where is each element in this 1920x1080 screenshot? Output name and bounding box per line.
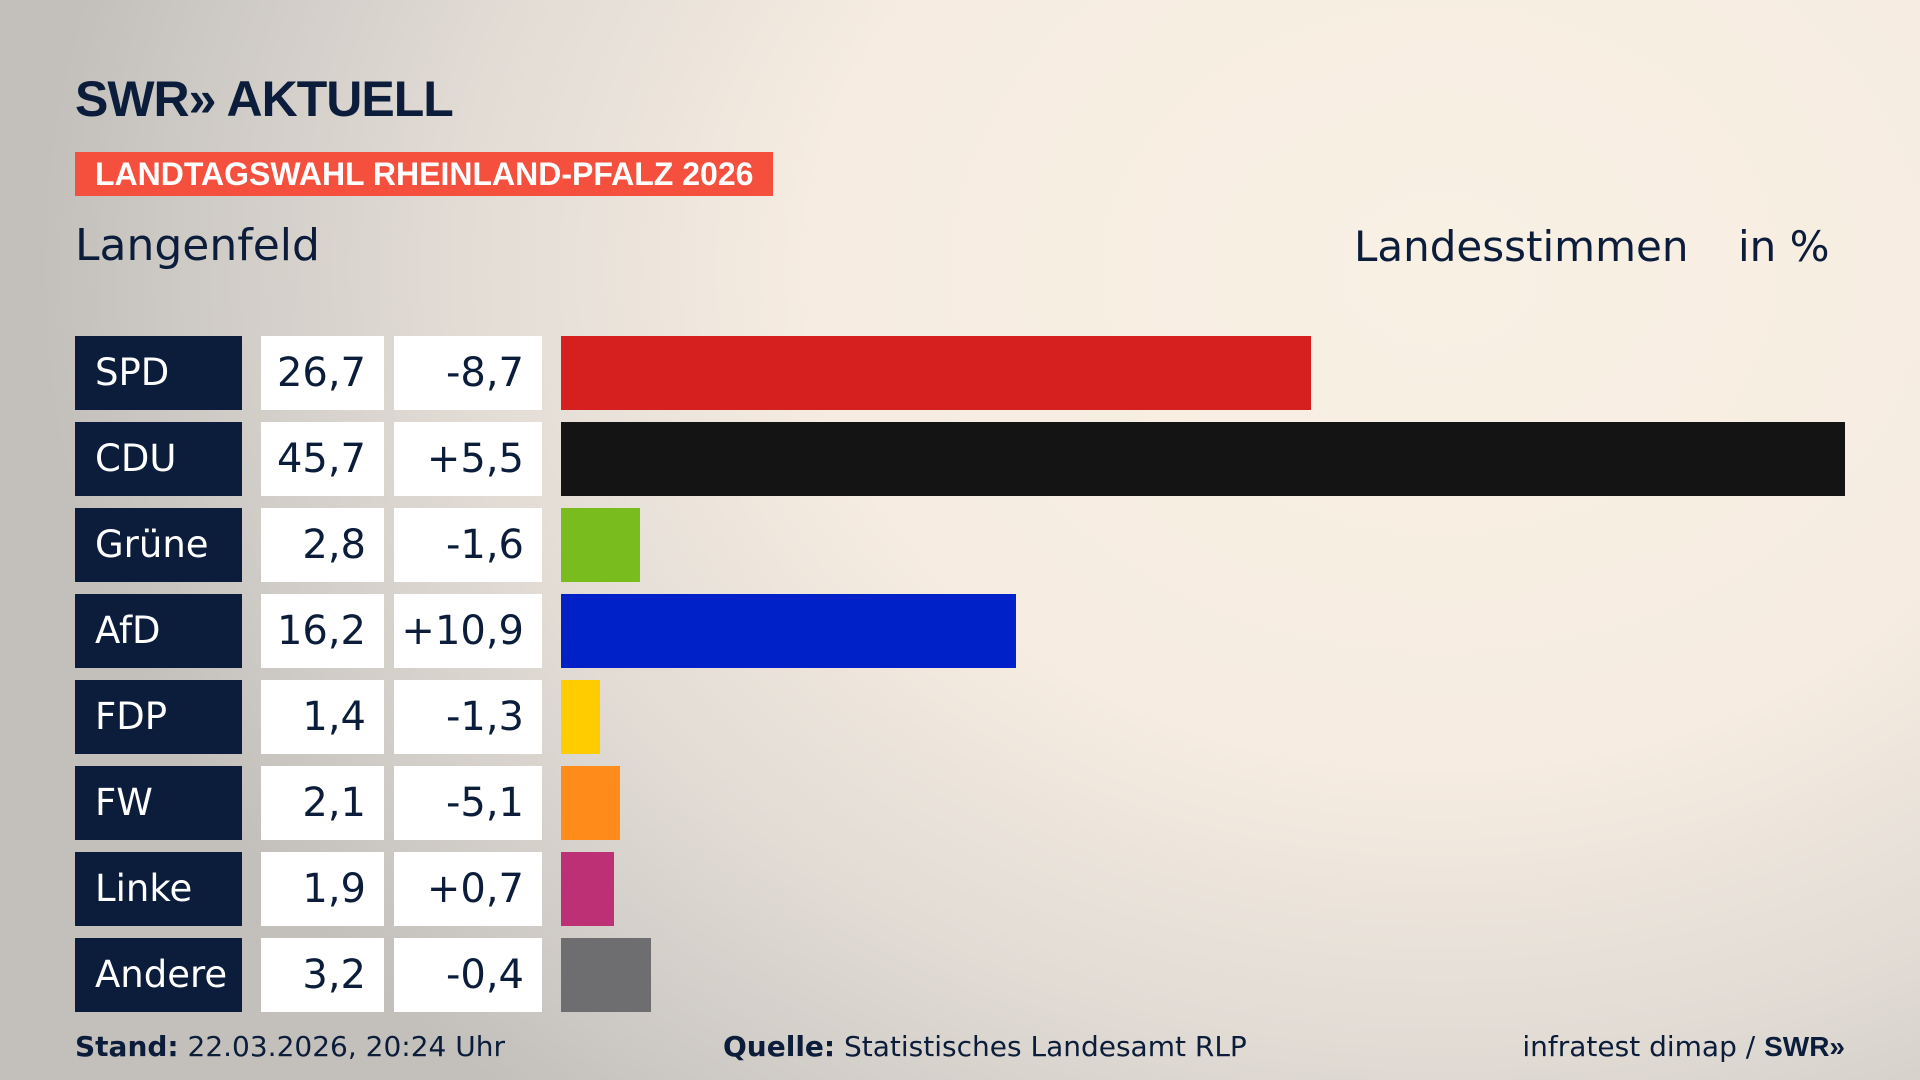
result-row: Andere 3,2 -0,4 (0, 938, 1920, 1012)
swr-logo: SWR» (1764, 1031, 1845, 1062)
bar-spd (561, 336, 1312, 410)
bar-afd (561, 594, 1017, 668)
party-label: FDP (75, 680, 242, 754)
bar-fdp (561, 680, 601, 754)
value-label: 3,2 (261, 938, 384, 1012)
bar-andere (561, 938, 651, 1012)
bar-fw (561, 766, 620, 840)
change-label: -0,4 (394, 938, 542, 1012)
unit-label: in % (1738, 222, 1830, 271)
value-label: 26,7 (261, 336, 384, 410)
change-label: -1,3 (394, 680, 542, 754)
source-label: Quelle: (723, 1030, 836, 1063)
region-title: Langenfeld (75, 220, 320, 271)
party-label: AfD (75, 594, 242, 668)
credit: infratest dimap / SWR» (1522, 1030, 1845, 1063)
election-banner: LANDTAGSWAHL RHEINLAND-PFALZ 2026 (75, 152, 774, 196)
stand-value: 22.03.2026, 20:24 Uhr (178, 1030, 505, 1063)
result-row: Grüne 2,8 -1,6 (0, 508, 1920, 582)
change-label: -8,7 (394, 336, 542, 410)
bar-grüne (561, 508, 640, 582)
value-label: 1,9 (261, 852, 384, 926)
party-label: CDU (75, 422, 242, 496)
party-label: Andere (75, 938, 242, 1012)
timestamp: Stand: 22.03.2026, 20:24 Uhr (75, 1030, 505, 1063)
result-row: CDU 45,7 +5,5 (0, 422, 1920, 496)
result-row: FDP 1,4 -1,3 (0, 680, 1920, 754)
party-label: SPD (75, 336, 242, 410)
value-label: 2,1 (261, 766, 384, 840)
change-label: -1,6 (394, 508, 542, 582)
stand-label: Stand: (75, 1030, 179, 1063)
value-label: 2,8 (261, 508, 384, 582)
value-label: 16,2 (261, 594, 384, 668)
source-value: Statistisches Landesamt RLP (835, 1030, 1247, 1063)
value-label: 1,4 (261, 680, 384, 754)
change-label: +5,5 (394, 422, 542, 496)
result-row: FW 2,1 -5,1 (0, 766, 1920, 840)
source: Quelle: Statistisches Landesamt RLP (723, 1030, 1247, 1063)
bar-linke (561, 852, 615, 926)
credit-text: infratest dimap / (1522, 1030, 1765, 1063)
party-label: Grüne (75, 508, 242, 582)
value-label: 45,7 (261, 422, 384, 496)
result-row: SPD 26,7 -8,7 (0, 336, 1920, 410)
change-label: -5,1 (394, 766, 542, 840)
party-label: FW (75, 766, 242, 840)
swr-aktuell-logo: SWR» AKTUELL (75, 71, 454, 127)
result-row: AfD 16,2 +10,9 (0, 594, 1920, 668)
bar-cdu (561, 422, 1845, 496)
result-row: Linke 1,9 +0,7 (0, 852, 1920, 926)
change-label: +10,9 (394, 594, 542, 668)
measure-label: Landesstimmen (1354, 222, 1689, 271)
party-label: Linke (75, 852, 242, 926)
change-label: +0,7 (394, 852, 542, 926)
